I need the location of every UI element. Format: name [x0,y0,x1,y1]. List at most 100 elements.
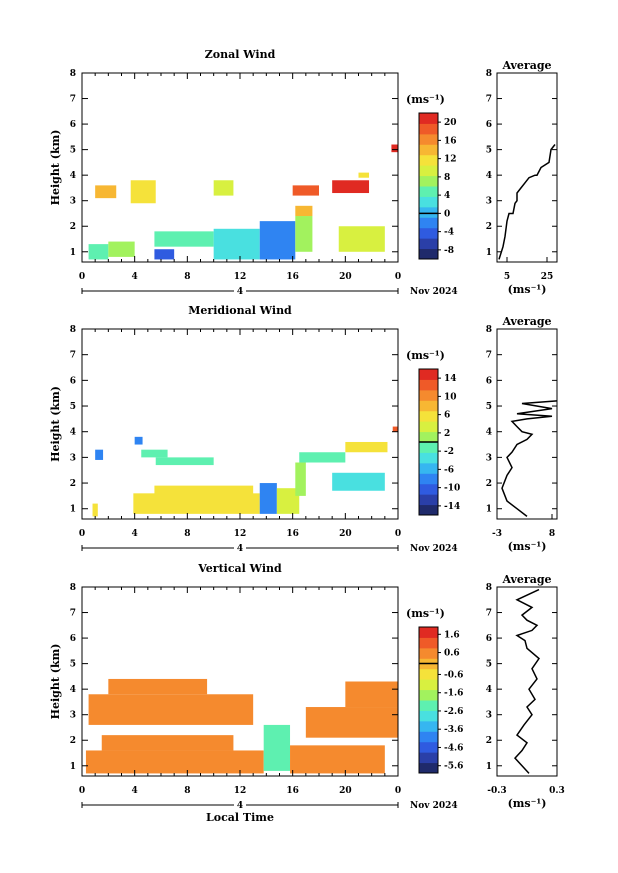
colorbar-swatch [419,400,438,412]
profile-y-tick-label: 1 [486,505,492,515]
colorbar-tick-label: -2.6 [444,707,463,717]
profile-y-tick-label: 5 [486,146,492,156]
data-region [263,724,291,771]
colorbar-swatch [419,462,438,474]
date-day: 4 [237,287,243,297]
y-tick-label: 3 [70,197,76,207]
x-tick-label: 20 [339,529,352,539]
profile-x-tick-label: 0.3 [549,786,565,796]
profile-x-tick-label: -3 [492,529,502,539]
y-tick-label: 3 [70,453,76,463]
colorbar-swatch [419,741,438,753]
colorbar-tick-label: 12 [444,155,457,165]
colorbar-tick-label: 8 [444,173,450,183]
profile-y-tick-label: 8 [486,325,492,335]
colorbar-tick-label: -8 [444,246,454,256]
colorbar-swatch [419,668,438,680]
x-tick-label: 8 [184,529,190,539]
date-month-year: Nov 2024 [410,544,458,554]
colorbar-tick-label: 2 [444,429,450,439]
data-region [276,488,300,514]
data-region [392,426,398,432]
colorbar-swatch [419,720,438,732]
colorbar-swatch [419,133,438,145]
data-region [292,185,319,196]
profile-x-tick-label: 8 [549,529,555,539]
profile-y-tick-label: 3 [486,453,492,463]
x-tick-label: 0 [79,786,85,796]
profile-x-axis-label: (ms⁻¹) [508,540,547,553]
data-region [155,457,214,466]
x-tick-label: 12 [234,529,247,539]
colorbar-swatch [419,647,438,659]
x-tick-label: 8 [184,786,190,796]
colorbar-swatch [419,206,438,218]
profile-frame [496,72,558,263]
data-region [338,226,385,252]
colorbar-swatch [419,196,438,208]
colorbar-swatch [419,248,438,260]
data-region [141,449,168,458]
profile-y-tick-label: 6 [486,120,492,130]
panel-title: Vertical Wind [197,562,282,575]
colorbar-swatch [419,689,438,701]
profile-y-tick-label: 5 [486,660,492,670]
profile-line [501,400,558,517]
colorbar-tick-label: 16 [444,136,457,146]
y-tick-label: 1 [70,762,76,772]
x-tick-label: 16 [286,272,299,282]
data-region [108,241,135,257]
colorbar-tick-label: -14 [444,502,460,512]
colorbar-tick-label: -4.6 [444,743,463,753]
data-region [133,493,260,514]
colorbar-tick-label: -3.6 [444,725,463,735]
profile-y-tick-label: 5 [486,402,492,412]
profile-y-tick-label: 6 [486,376,492,386]
colorbar-swatch [419,431,438,443]
colorbar-swatch [419,227,438,239]
y-tick-label: 8 [70,583,76,593]
data-region [95,185,117,199]
panel-title: Zonal Wind [205,48,276,61]
y-axis-label: Height (km) [49,386,62,462]
colorbar-swatch [419,473,438,485]
colorbar-swatch [419,379,438,391]
colorbar-unit: (ms⁻¹) [406,607,445,620]
profile-line [513,588,541,774]
y-tick-label: 8 [70,325,76,335]
data-region [299,452,346,463]
data-region [88,694,254,725]
colorbar-swatch [419,238,438,250]
colorbar-swatch [419,637,438,649]
data-region [295,216,313,252]
colorbar-swatch [419,452,438,464]
x-tick-label: 4 [132,272,138,282]
x-tick-label: 4 [132,786,138,796]
colorbar-swatch [419,494,438,506]
y-tick-label: 5 [70,660,76,670]
profile-y-tick-label: 8 [486,69,492,79]
y-tick-label: 7 [70,95,76,105]
profile-x-tick-label: 5 [504,272,510,282]
data-region [259,483,277,514]
colorbar-tick-label: -6 [444,465,454,475]
date-month-year: Nov 2024 [410,801,458,811]
y-tick-label: 8 [70,69,76,79]
data-region [345,441,388,453]
x-tick-label: 12 [234,786,247,796]
data-region [154,231,214,247]
colorbar-swatch [419,410,438,422]
data-region [290,745,385,774]
colorbar-swatch [419,144,438,156]
data-region [85,750,264,774]
panel-title: Meridional Wind [188,304,292,317]
colorbar-swatch [419,421,438,433]
colorbar-swatch [419,389,438,401]
data-region [101,735,234,751]
data-region [154,249,175,260]
colorbar-tick-label: 20 [444,118,457,128]
y-tick-label: 2 [70,736,76,746]
profile-y-tick-label: 7 [486,95,492,105]
